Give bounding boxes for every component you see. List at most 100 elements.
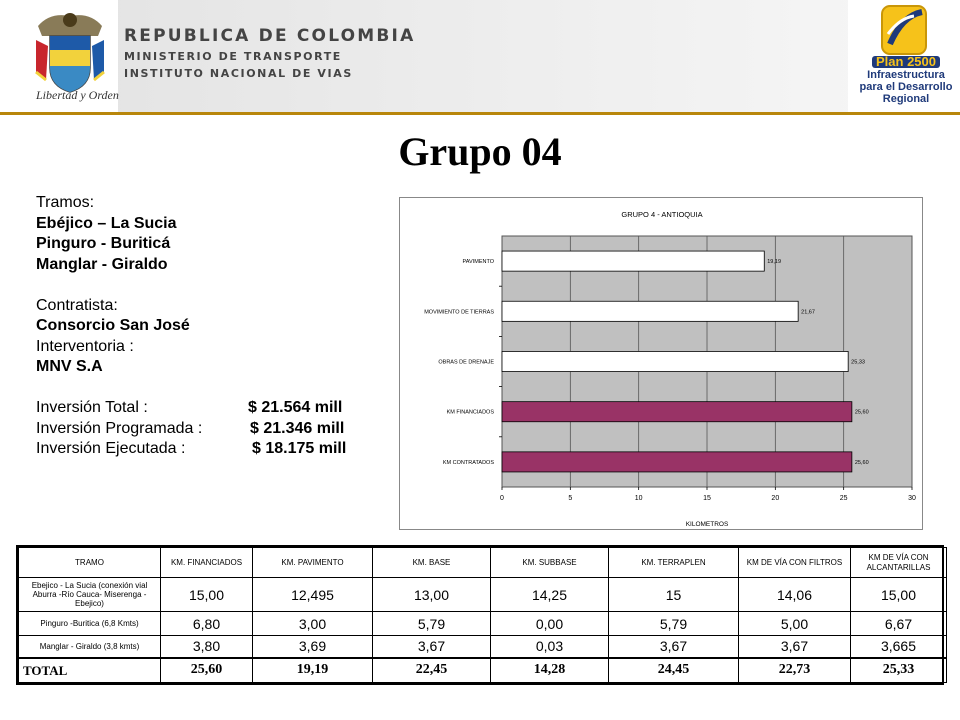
value-cell: 6,67 bbox=[850, 611, 947, 636]
value-cell: 14,25 bbox=[490, 577, 609, 612]
inversion-programada-label: Inversión Programada : bbox=[36, 419, 203, 437]
plan-name: Plan 2500 bbox=[872, 55, 940, 68]
inversion-programada-value: $ 21.346 mill bbox=[250, 419, 345, 437]
x-tick-label: 30 bbox=[908, 495, 916, 502]
total-cell: 22,45 bbox=[372, 656, 491, 683]
tramo-3: Manglar - Giraldo bbox=[36, 255, 168, 273]
data-table: TRAMO KM. FINANCIADOS KM. PAVIMENTO KM. … bbox=[16, 545, 947, 685]
bar-value-label: 25,60 bbox=[855, 410, 869, 416]
tramo-cell: Manglar - Giraldo (3,8 kmts) bbox=[18, 635, 161, 658]
inversion-total-row: Inversión Total : $ 21.564 mill bbox=[36, 398, 342, 419]
interventoria-label: Interventoria : bbox=[36, 337, 134, 355]
chart-svg: GRUPO 4 - ANTIOQUIA 0 5 10 15 20 25 30 KILOMETRO… bbox=[424, 210, 916, 528]
value-cell: 3,665 bbox=[850, 635, 947, 658]
x-tick-label: 0 bbox=[500, 495, 504, 502]
plan-line-2: para el Desarrollo bbox=[859, 81, 953, 93]
tramos-label: Tramos: bbox=[36, 194, 95, 211]
project-info: Tramos: Ebéjico – La Sucia Pinguro - Bur… bbox=[36, 193, 346, 460]
x-tick-label: 10 bbox=[635, 495, 643, 502]
value-cell: 3,67 bbox=[738, 635, 851, 658]
value-cell: 3,67 bbox=[372, 635, 491, 658]
header-cell: KM DE VÍA CON ALCANTARILLAS bbox=[850, 547, 947, 578]
value-cell: 3,67 bbox=[608, 635, 739, 658]
total-cell: 24,45 bbox=[608, 656, 739, 683]
header-cell: KM. PAVIMENTO bbox=[252, 547, 373, 578]
value-cell: 15 bbox=[608, 577, 739, 612]
total-cell: 22,73 bbox=[738, 656, 851, 683]
bar bbox=[501, 300, 799, 322]
plan-2500-text: Plan 2500 Infraestructura para el Desarr… bbox=[852, 55, 960, 105]
header-band bbox=[0, 0, 960, 112]
chart-title: GRUPO 4 - ANTIOQUIA bbox=[621, 210, 702, 219]
x-axis-label: KILOMETROS bbox=[686, 521, 729, 528]
value-cell: 5,00 bbox=[738, 611, 851, 636]
table-header-row: TRAMO KM. FINANCIADOS KM. PAVIMENTO KM. … bbox=[18, 547, 947, 578]
value-cell: 14,06 bbox=[738, 577, 851, 612]
total-cell: 19,19 bbox=[252, 656, 373, 683]
total-cell: 25,33 bbox=[850, 656, 947, 683]
header-cell: KM. TERRAPLEN bbox=[608, 547, 739, 578]
bar bbox=[501, 401, 853, 423]
category-label: MOVIMIENTO DE TIERRAS bbox=[424, 309, 494, 315]
value-cell: 5,79 bbox=[372, 611, 491, 636]
x-tick-label: 5 bbox=[568, 495, 572, 502]
plan-line-3: Regional bbox=[882, 93, 930, 105]
inversion-ejecutada-value: $ 18.175 mill bbox=[252, 440, 347, 457]
header-cell: TRAMO bbox=[18, 547, 161, 578]
value-cell: 6,80 bbox=[160, 611, 253, 636]
value-cell: 15,00 bbox=[160, 577, 253, 612]
bar-value-label: 25,60 bbox=[855, 460, 869, 466]
bar-chart: GRUPO 4 - ANTIOQUIA 0 5 10 15 20 25 30 KILOMETRO… bbox=[399, 197, 923, 530]
total-cell: 25,60 bbox=[160, 656, 253, 683]
inversion-ejecutada-row: Inversión Ejecutada : $ 18.175 mill bbox=[36, 439, 346, 460]
institute-name: INSTITUTO NACIONAL DE VIAS bbox=[124, 67, 353, 80]
inversion-programada-row: Inversión Programada : $ 21.346 mill bbox=[36, 419, 344, 440]
value-cell: 3,69 bbox=[252, 635, 373, 658]
total-label-cell: TOTAL bbox=[18, 656, 161, 683]
header-cell: KM. BASE bbox=[372, 547, 491, 578]
tramo-1: Ebéjico – La Sucia bbox=[36, 214, 177, 232]
header-cell: KM DE VÍA CON FILTROS bbox=[738, 547, 851, 578]
x-tick-label: 25 bbox=[840, 495, 848, 502]
bar-value-label: 19,19 bbox=[767, 259, 781, 265]
header-cell: KM. SUBBASE bbox=[490, 547, 609, 578]
seal-motto: Libertad y Orden bbox=[36, 88, 119, 102]
category-label: KM FINANCIADOS bbox=[447, 410, 495, 416]
bar bbox=[501, 250, 765, 272]
total-cell: 14,28 bbox=[490, 656, 609, 683]
header-divider bbox=[0, 112, 960, 115]
table-row: Ebejico - La Sucia (conexión vial Aburra… bbox=[18, 577, 947, 612]
government-title: REPUBLICA DE COLOMBIA bbox=[124, 26, 416, 46]
x-tick-label: 15 bbox=[703, 495, 711, 502]
inversion-total-value: $ 21.564 mill bbox=[248, 399, 343, 416]
table-total-row: TOTAL 25,60 19,19 22,45 14,28 24,45 22,7… bbox=[18, 656, 947, 683]
plan-2500-logo-icon bbox=[881, 5, 927, 55]
tramo-cell: Ebejico - La Sucia (conexión vial Aburra… bbox=[18, 577, 161, 612]
ministry-name: MINISTERIO DE TRANSPORTE bbox=[124, 50, 342, 63]
value-cell: 15,00 bbox=[850, 577, 947, 612]
contratista-label: Contratista: bbox=[36, 296, 118, 314]
value-cell: 3,00 bbox=[252, 611, 373, 636]
value-cell: 13,00 bbox=[372, 577, 491, 612]
header: Libertad y Orden REPUBLICA DE COLOMBIA M… bbox=[0, 0, 960, 112]
bar bbox=[501, 451, 853, 473]
header-cell: KM. FINANCIADOS bbox=[160, 547, 253, 578]
value-cell: 3,80 bbox=[160, 635, 253, 658]
bar-value-label: 21,67 bbox=[801, 309, 815, 315]
category-label: PAVIMENTO bbox=[463, 259, 495, 265]
contratista-value: Consorcio San José bbox=[36, 317, 190, 334]
page-title: Grupo 04 bbox=[398, 129, 562, 174]
category-label: KM CONTRATADOS bbox=[443, 460, 494, 466]
coat-of-arms-icon bbox=[35, 13, 105, 93]
inversion-total-label: Inversión Total : bbox=[36, 399, 148, 416]
tramo-cell: Pinguro -Buritica (6,8 Kmts) bbox=[18, 611, 161, 636]
km-table: TRAMO KM. FINANCIADOS KM. PAVIMENTO KM. … bbox=[18, 547, 947, 683]
inversion-ejecutada-label: Inversión Ejecutada : bbox=[36, 440, 186, 457]
plan-line-1: Infraestructura bbox=[867, 69, 945, 81]
tramo-2: Pinguro - Buriticá bbox=[36, 235, 171, 252]
bar bbox=[501, 351, 849, 372]
interventoria-value: MNV S.A bbox=[36, 358, 103, 375]
table-row: Manglar - Giraldo (3,8 kmts) 3,80 3,69 3… bbox=[18, 635, 947, 658]
value-cell: 5,79 bbox=[608, 611, 739, 636]
value-cell: 12,495 bbox=[252, 577, 373, 612]
